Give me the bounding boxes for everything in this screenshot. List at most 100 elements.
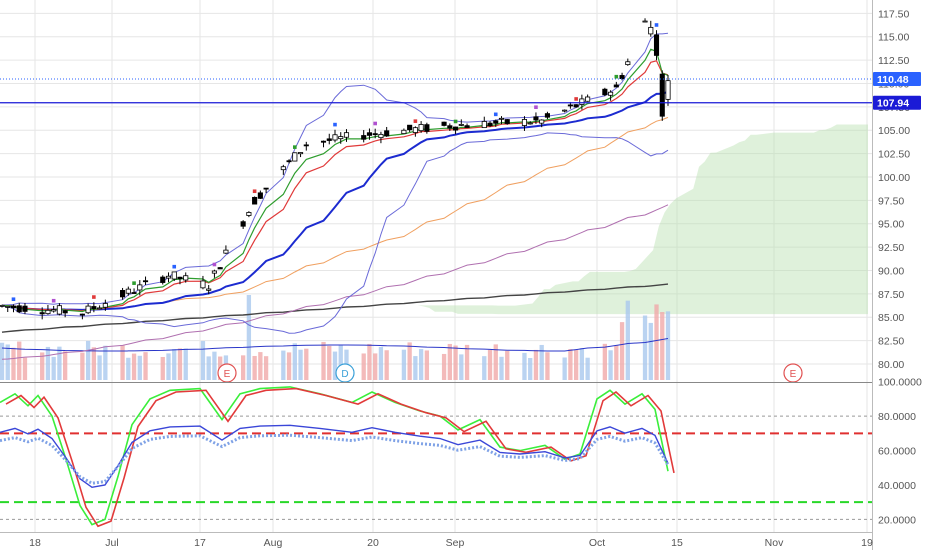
price-tick-label: 97.50 [878,195,904,207]
signal-marker [614,74,619,79]
candle-body [378,133,384,139]
volume-bar [619,322,625,380]
time-tick-label: Nov [765,537,784,549]
candle-body [665,80,671,100]
volume-bar [424,350,430,380]
candle-body [120,290,126,298]
volume-bar [240,355,246,380]
volume-bar [40,352,45,380]
volume-bar [103,345,108,380]
candle-body [487,122,493,127]
candle-body [177,276,183,280]
volume-bar [258,352,263,380]
candle-body [447,125,453,129]
candle-body [338,136,344,140]
volume-bar [499,356,504,380]
volume-bar [361,353,366,380]
candle-body [608,91,614,96]
candle-body [0,304,5,307]
price-tick-label: 87.50 [878,289,904,301]
signal-marker [172,264,177,269]
signal-marker [453,119,458,124]
volume-bar [286,352,292,380]
volume-bar [327,345,332,380]
volume-bar [85,340,91,380]
volume-bar [654,304,659,380]
candle-body [171,271,177,280]
candle-body [648,26,654,35]
candle-body [183,275,189,281]
volume-bar [57,346,62,380]
volume-bar [252,355,257,380]
price-tick-label: 95.00 [878,219,904,231]
candle-body [332,134,338,141]
volume-bar [505,350,510,380]
volume-bar [177,348,183,380]
candle-body [10,305,17,309]
volume-bar [401,349,407,380]
candle-body [45,309,51,315]
volume-bar [298,349,303,380]
candle-body [85,305,91,314]
volume-bar [378,346,384,380]
candle-body [372,133,378,136]
volume-bar [579,348,585,380]
candle-body [165,275,172,279]
volume-bar [585,357,590,380]
volume-bar [126,357,131,380]
candle-body [240,221,246,227]
candle-body [464,125,470,128]
candle-body [292,152,298,162]
candle-body [22,305,28,312]
volume-bar [528,357,533,380]
signal-marker [212,262,217,267]
time-tick-label: 15 [671,537,683,549]
oscillator-signal-line [0,433,670,485]
oscillator-third-line [0,424,669,489]
candle-body [521,119,528,126]
volume-bar [660,312,665,380]
candle-body [56,305,62,315]
event-marker-label: E [790,369,797,380]
cloud-area [210,124,868,315]
sma-100-line [1,204,669,360]
volume-bar [367,343,372,380]
candle-body [297,152,304,155]
volume-bar [63,351,68,380]
volume-bar [160,356,165,380]
signal-marker [574,97,578,101]
volume-bar [373,353,378,380]
candle-body [286,160,292,163]
signal-marker [252,189,257,194]
time-axis: 18 Jul 17 Aug 20 Sep Oct 15 Nov 19 [29,537,873,549]
candle-body [458,124,464,126]
candle-body [619,75,625,79]
price-tick-label: 82.50 [878,336,904,348]
volume-bar [459,354,464,380]
volume-bar [332,351,338,380]
volume-bar [246,295,252,380]
signal-markers [11,23,659,303]
candle-body [579,98,585,105]
volume-bar [183,348,188,380]
volume-bar [539,344,544,380]
candle-body [361,135,367,140]
price-tick-label: 100.00 [878,172,910,184]
volume-bar [172,349,177,380]
volume-bar [304,348,309,380]
volume-bar [464,344,470,380]
candle-body [91,306,97,309]
price-axis: 80.00 82.50 85.00 87.50 90.00 92.50 95.00 97.50… [878,8,910,371]
time-tick-label: Oct [589,537,605,549]
volume-bar [5,344,10,380]
price-tick-label: 117.50 [878,8,909,20]
volume-bar [0,342,5,380]
candle-body [418,124,424,132]
price-tick-label: 102.50 [878,149,910,161]
candle-body [223,249,229,254]
price-badge-label: 107.94 [877,98,909,110]
price-tick-label: 105.00 [878,125,910,137]
candle-body [539,119,545,124]
candle-body [200,280,206,289]
